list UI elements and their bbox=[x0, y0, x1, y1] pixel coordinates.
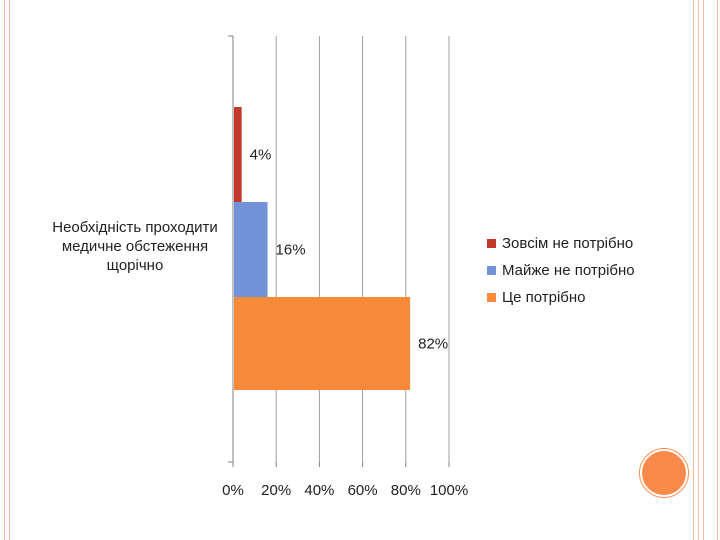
legend-swatch-1 bbox=[487, 266, 496, 275]
chart-legend: Зовсім не потрібно Майже не потрібно Це … bbox=[487, 230, 635, 311]
x-tick-label: 60% bbox=[348, 482, 378, 499]
x-tick-label: 0% bbox=[222, 482, 244, 499]
legend-label-0: Зовсім не потрібно bbox=[502, 235, 634, 252]
legend-swatch-2 bbox=[487, 293, 496, 302]
frame-line-left-outer bbox=[4, 0, 5, 540]
frame-line-right-mid bbox=[698, 0, 699, 540]
x-tick-label: 80% bbox=[391, 482, 421, 499]
x-tick-label: 100% bbox=[430, 482, 468, 499]
frame-line-right-inner bbox=[693, 0, 694, 540]
bar-0 bbox=[234, 107, 242, 202]
legend-item-1: Майже не потрібно bbox=[487, 257, 635, 284]
x-tick-label: 20% bbox=[261, 482, 291, 499]
data-label-1: 16% bbox=[276, 242, 306, 259]
x-tick-label: 40% bbox=[304, 482, 334, 499]
legend-item-0: Зовсім не потрібно bbox=[487, 230, 635, 257]
data-label-0: 4% bbox=[250, 147, 272, 164]
frame-line-left-inner bbox=[9, 0, 10, 540]
frame-line-right-outer bbox=[717, 0, 718, 540]
category-label: Необхідність проходити медичне обстеженн… bbox=[52, 219, 218, 274]
legend-item-2: Це потрібно bbox=[487, 284, 635, 311]
legend-label-2: Це потрібно bbox=[502, 289, 586, 306]
decorative-circle bbox=[640, 449, 688, 497]
legend-label-1: Майже не потрібно bbox=[502, 262, 635, 279]
frame-line-right-mid2 bbox=[703, 0, 704, 540]
bar-1 bbox=[234, 202, 268, 297]
data-label-2: 82% bbox=[418, 336, 448, 353]
legend-swatch-0 bbox=[487, 239, 496, 248]
bar-2 bbox=[234, 297, 411, 390]
